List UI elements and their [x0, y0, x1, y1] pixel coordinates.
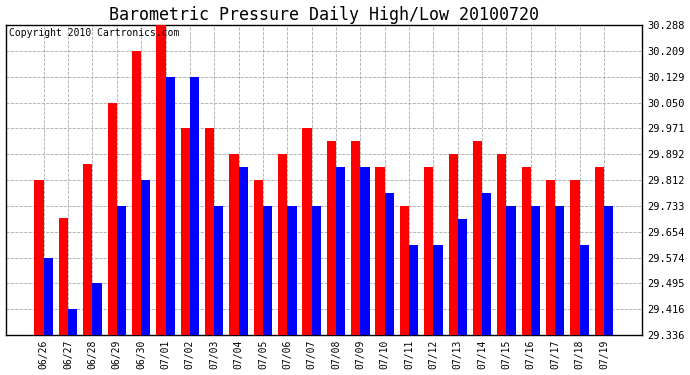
Bar [571, 180, 580, 335]
Bar [83, 164, 92, 335]
Bar [190, 77, 199, 335]
Bar [181, 128, 190, 335]
Bar [351, 141, 360, 335]
Bar [424, 167, 433, 335]
Bar [482, 193, 491, 335]
Bar [531, 206, 540, 335]
Bar [59, 218, 68, 335]
Bar [546, 180, 555, 335]
Bar [92, 284, 101, 335]
Bar [108, 103, 117, 335]
Bar [506, 206, 515, 335]
Bar [522, 167, 531, 335]
Bar [278, 154, 287, 335]
Bar [497, 154, 506, 335]
Bar [473, 141, 482, 335]
Bar [229, 154, 239, 335]
Bar [448, 154, 457, 335]
Bar [312, 206, 321, 335]
Bar [132, 51, 141, 335]
Bar [68, 309, 77, 335]
Bar [595, 167, 604, 335]
Bar [166, 77, 175, 335]
Bar [336, 167, 345, 335]
Bar [117, 206, 126, 335]
Bar [457, 219, 467, 335]
Bar [205, 128, 214, 335]
Bar [302, 128, 312, 335]
Bar [375, 167, 385, 335]
Bar [360, 167, 370, 335]
Bar [254, 180, 263, 335]
Bar [580, 244, 589, 335]
Bar [385, 193, 394, 335]
Title: Barometric Pressure Daily High/Low 20100720: Barometric Pressure Daily High/Low 20100… [109, 6, 539, 24]
Bar [263, 206, 272, 335]
Bar [214, 206, 224, 335]
Bar [327, 141, 336, 335]
Bar [43, 258, 53, 335]
Bar [34, 180, 43, 335]
Bar [400, 206, 409, 335]
Bar [409, 244, 418, 335]
Bar [156, 25, 166, 335]
Bar [239, 167, 248, 335]
Text: Copyright 2010 Cartronics.com: Copyright 2010 Cartronics.com [9, 28, 179, 38]
Bar [433, 244, 443, 335]
Bar [141, 180, 150, 335]
Bar [555, 206, 564, 335]
Bar [287, 206, 297, 335]
Bar [604, 206, 613, 335]
